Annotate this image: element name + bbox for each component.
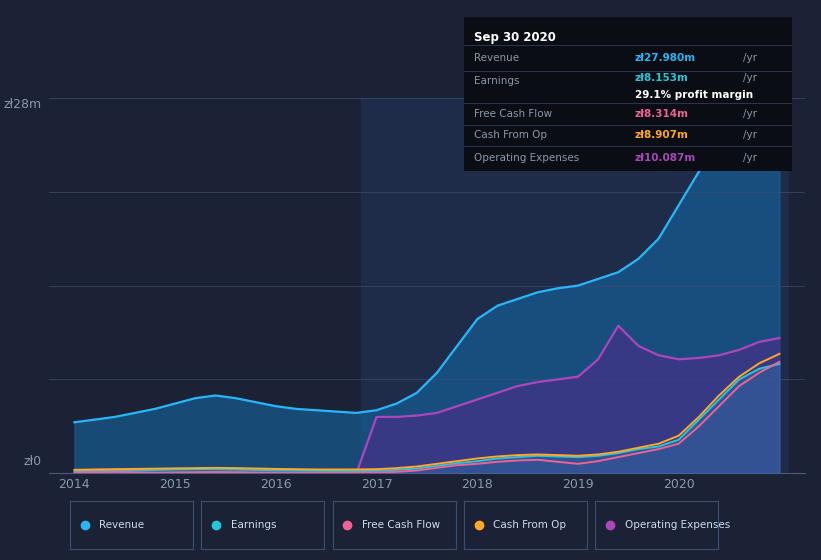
Text: Sep 30 2020: Sep 30 2020	[474, 31, 556, 44]
Text: /yr: /yr	[743, 153, 757, 164]
Text: zł28m: zł28m	[3, 98, 42, 111]
Bar	[361, 98, 790, 473]
Text: Free Cash Flow: Free Cash Flow	[362, 520, 440, 530]
Text: zł27.980m: zł27.980m	[635, 53, 695, 63]
Text: Revenue: Revenue	[99, 520, 144, 530]
Text: zł8.907m: zł8.907m	[635, 130, 689, 141]
Text: Operating Expenses: Operating Expenses	[474, 153, 579, 164]
Text: /yr: /yr	[743, 53, 757, 63]
Text: Free Cash Flow: Free Cash Flow	[474, 109, 552, 119]
Text: Cash From Op: Cash From Op	[474, 130, 547, 141]
Text: /yr: /yr	[743, 130, 757, 141]
Text: Operating Expenses: Operating Expenses	[625, 520, 730, 530]
Text: Earnings: Earnings	[231, 520, 276, 530]
Text: zł0: zł0	[24, 455, 42, 468]
Text: zł10.087m: zł10.087m	[635, 153, 696, 164]
Text: zł8.153m: zł8.153m	[635, 73, 689, 83]
Text: Earnings: Earnings	[474, 76, 519, 86]
Text: /yr: /yr	[743, 73, 757, 83]
Text: zł8.314m: zł8.314m	[635, 109, 689, 119]
Text: 29.1% profit margin: 29.1% profit margin	[635, 90, 753, 100]
Text: /yr: /yr	[743, 109, 757, 119]
Text: Revenue: Revenue	[474, 53, 519, 63]
Text: Cash From Op: Cash From Op	[493, 520, 566, 530]
